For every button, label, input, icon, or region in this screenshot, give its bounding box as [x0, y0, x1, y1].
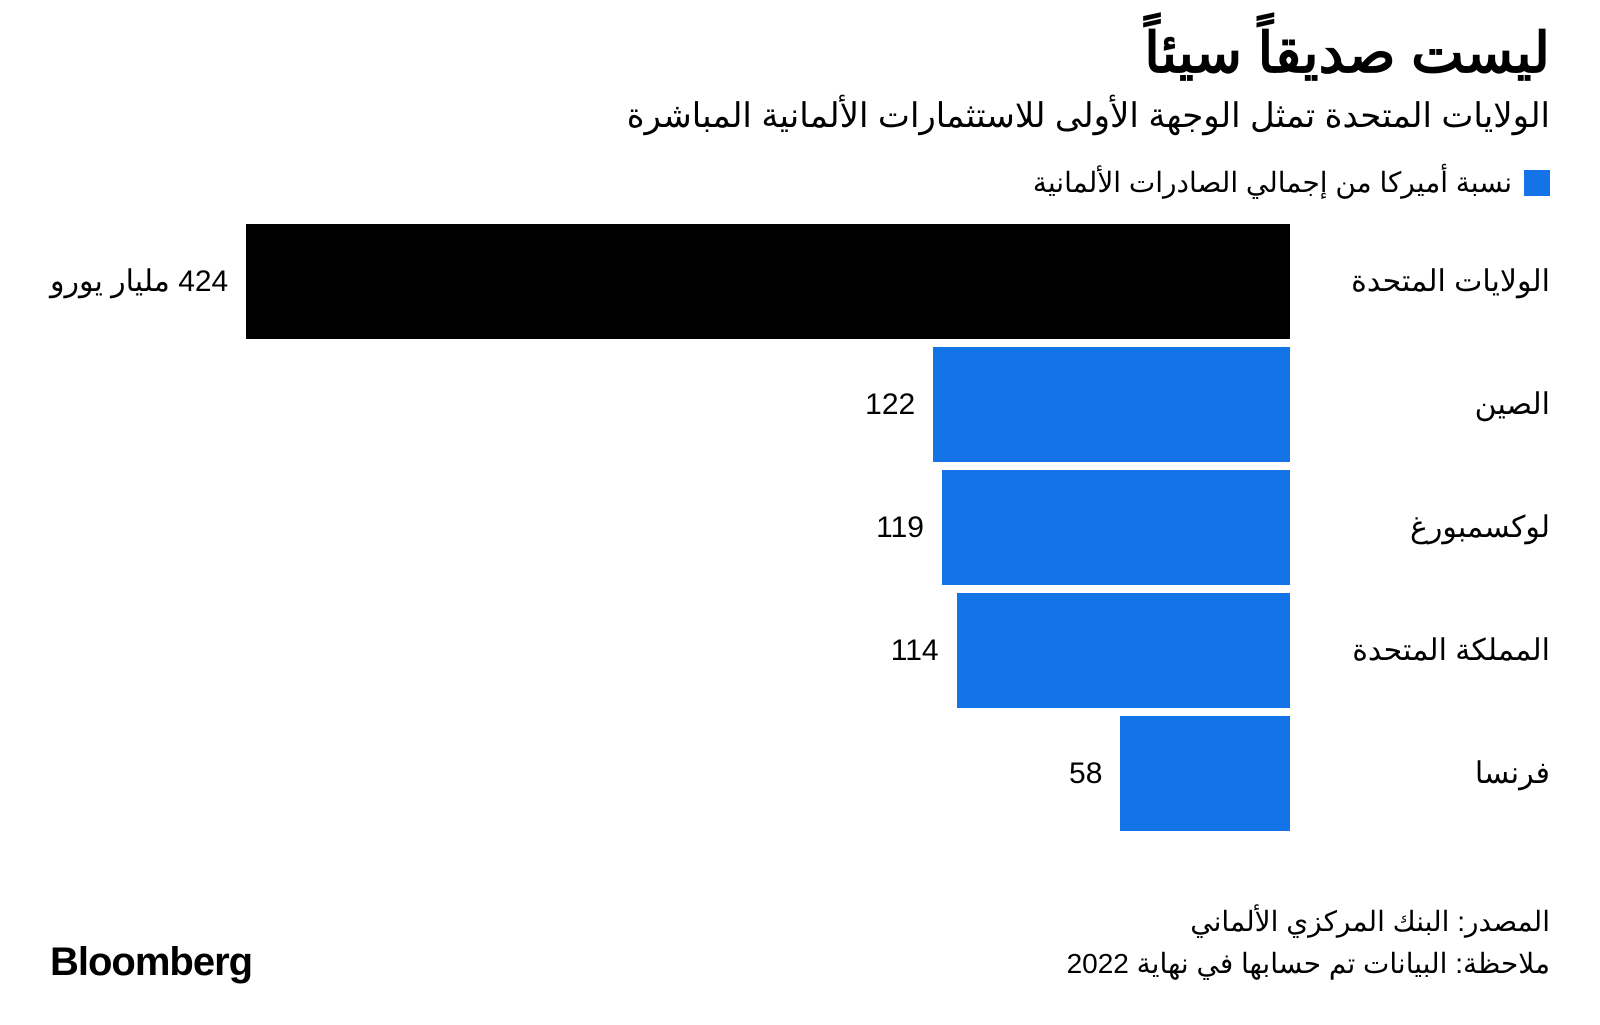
- chart-subtitle: الولايات المتحدة تمثل الوجهة الأولى للاس…: [50, 96, 1550, 136]
- category-label: الولايات المتحدة: [1290, 264, 1550, 299]
- bar: [942, 470, 1290, 585]
- bar-row: فرنسا 58: [50, 716, 1550, 831]
- category-label: الصين: [1290, 387, 1550, 422]
- source-text: المصدر: البنك المركزي الألماني: [1067, 901, 1550, 943]
- bar-area: 58: [50, 716, 1290, 831]
- brand-logo: Bloomberg: [50, 940, 252, 985]
- legend-swatch: [1524, 170, 1550, 196]
- bar: [957, 593, 1290, 708]
- bar: [246, 224, 1290, 339]
- bar-chart: الولايات المتحدة 424 مليار يورو الصين 122 لو…: [50, 224, 1550, 831]
- value-label: 424 مليار يورو: [50, 264, 246, 299]
- legend-label: نسبة أميركا من إجمالي الصادرات الألمانية: [1033, 166, 1512, 199]
- bar-area: 122: [50, 347, 1290, 462]
- bar: [1120, 716, 1290, 831]
- legend: نسبة أميركا من إجمالي الصادرات الألمانية: [50, 166, 1550, 199]
- note-text: ملاحظة: البيانات تم حسابها في نهاية 2022: [1067, 943, 1550, 985]
- category-label: لوكسمبورغ: [1290, 510, 1550, 545]
- value-label: 119: [876, 511, 942, 545]
- category-label: المملكة المتحدة: [1290, 633, 1550, 668]
- bar-area: 119: [50, 470, 1290, 585]
- bar-row: الولايات المتحدة 424 مليار يورو: [50, 224, 1550, 339]
- chart-footer: المصدر: البنك المركزي الألماني ملاحظة: ا…: [50, 901, 1550, 985]
- category-label: فرنسا: [1290, 756, 1550, 791]
- bar-row: الصين 122: [50, 347, 1550, 462]
- bar-area: 114: [50, 593, 1290, 708]
- bar: [933, 347, 1290, 462]
- value-label: 122: [865, 388, 933, 422]
- bar-row: المملكة المتحدة 114: [50, 593, 1550, 708]
- value-label: 58: [1069, 757, 1120, 791]
- chart-title: ليست صديقاً سيئاً: [50, 20, 1550, 86]
- bar-area: 424 مليار يورو: [50, 224, 1290, 339]
- bar-row: لوكسمبورغ 119: [50, 470, 1550, 585]
- value-label: 114: [891, 634, 957, 668]
